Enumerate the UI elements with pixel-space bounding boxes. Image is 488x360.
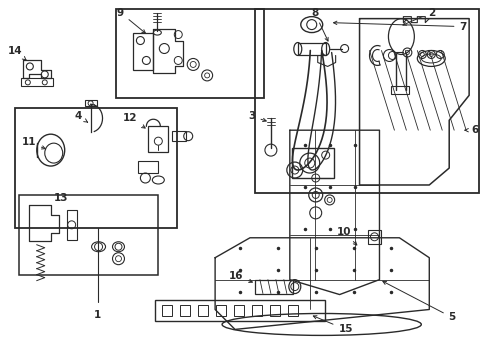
Bar (15, 108, 177, 228)
Text: 2: 2 (402, 8, 434, 25)
Text: 9: 9 (117, 8, 145, 33)
Bar (155, 300, 324, 321)
Bar (251, 305, 262, 316)
Text: 6: 6 (464, 125, 478, 135)
Text: 16: 16 (228, 271, 252, 283)
Bar (367, 230, 381, 244)
Text: 12: 12 (123, 113, 145, 128)
Bar (234, 305, 244, 316)
Bar (21, 78, 53, 86)
Bar (180, 305, 190, 316)
Bar (66, 210, 77, 240)
Bar (297, 42, 325, 55)
Bar (116, 9, 264, 98)
Text: 4: 4 (75, 111, 87, 122)
Bar (172, 131, 186, 141)
Bar (254, 280, 292, 293)
Bar (133, 32, 153, 71)
Bar (138, 161, 158, 173)
Bar (291, 148, 333, 178)
Bar (254, 9, 478, 193)
Bar (269, 305, 279, 316)
Text: 11: 11 (21, 137, 45, 149)
Bar (216, 305, 225, 316)
Text: 5: 5 (382, 282, 455, 323)
Bar (390, 86, 408, 94)
Bar (84, 100, 96, 106)
Text: 8: 8 (310, 8, 327, 41)
Bar (198, 305, 208, 316)
Text: 15: 15 (313, 316, 352, 334)
Text: 3: 3 (248, 111, 265, 122)
Bar (19, 195, 158, 275)
Text: 10: 10 (336, 227, 356, 245)
Text: 14: 14 (7, 45, 26, 60)
Text: 13: 13 (53, 193, 68, 203)
Bar (162, 305, 172, 316)
Bar (148, 126, 168, 152)
Text: 7: 7 (333, 21, 466, 32)
Bar (287, 305, 297, 316)
Text: 1: 1 (94, 310, 101, 320)
